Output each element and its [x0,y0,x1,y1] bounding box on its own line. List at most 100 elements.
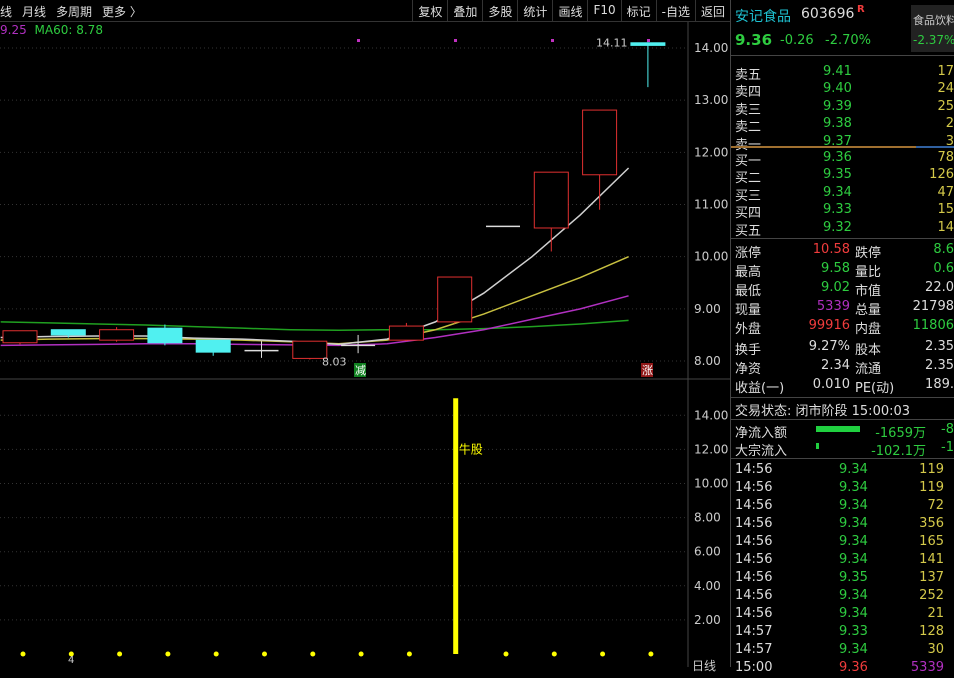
bid-row: 买一 9.36 78 [735,150,954,169]
period-tab[interactable]: 更多 〉 [102,5,142,19]
tick-row-cell: 14:56 [735,462,773,477]
tick-row-cell: 14:56 [735,534,773,549]
stat-row-cell: 市值 [855,284,882,299]
tick-row-cell: 14:56 [735,570,773,585]
price-change: -0.26 [780,33,814,48]
candle-body[interactable] [582,109,618,176]
stat-row: 净资 2.34 流通 2.35 [735,358,954,377]
candle-body[interactable] [388,325,424,341]
stat-row-cell: 外盘 [735,322,762,337]
candle-body[interactable] [437,276,473,323]
stat-row: 现量 5339 总量 21798 [735,299,954,318]
tick-row: 14:56 9.34 119 [735,462,954,480]
toolbar-button[interactable]: F10 [587,0,620,22]
toolbar-button[interactable]: 画线 [552,0,587,22]
stat-row-cell: 股本 [855,343,882,358]
ask-row-cell: 17 [937,64,954,79]
bid-row-cell: 买三 [735,188,762,204]
y-tick-label: 14.00 [694,408,728,422]
signal-bar[interactable] [453,398,459,654]
candle-body[interactable] [147,327,183,344]
y-tick-label: 14.00 [694,41,728,55]
bid-row-cell: 买二 [735,171,762,187]
sector-box[interactable]: 食品饮料 -2.37% [911,5,954,52]
signal-dot [20,651,26,657]
stat-row-cell: 189. [925,377,954,392]
tick-row-cell: 5339 [910,660,944,675]
toolbar-button[interactable]: 叠加 [447,0,482,22]
tick-row-cell: 14:56 [735,552,773,567]
ask-row-cell: 25 [937,98,954,114]
signal-dot [600,651,606,657]
y-tick-label: 10.00 [694,477,728,491]
period-tab[interactable]: 线 [0,5,13,19]
period-tab[interactable]: 月线 [22,5,47,19]
candle-body[interactable] [50,329,86,336]
stat-row-cell: 内盘 [855,322,882,337]
signal-dot [406,651,412,657]
ask-row-cell: 3 [945,133,954,149]
toolbar: 线月线 多周期 更多 〉 复权 叠加 多股 统计 画线 F10 标记 -自选 返回 [0,0,730,22]
toolbar-button[interactable]: 返回 [694,0,730,22]
index-mark: 4 [68,655,75,666]
tick-row-cell: 141 [919,552,944,567]
stat-row-cell: PE(动) [855,381,895,396]
sector-pct: -2.37% [913,33,954,47]
margin-badge: R [857,4,865,15]
stat-row-cell: 2.34 [821,358,850,373]
bid-row-cell: 14 [937,219,954,235]
toolbar-button[interactable]: 多股 [482,0,517,22]
stat-row-cell: 换手 [735,343,762,358]
toolbar-button[interactable]: 复权 [412,0,447,22]
tick-row-cell: 9.34 [839,552,868,567]
tick-row-cell: 14:56 [735,606,773,621]
candle-body[interactable] [533,171,569,229]
y-tick-label: 4.00 [694,579,721,593]
ask-row-cell: 卖二 [735,120,762,136]
y-tick-label: 2.00 [694,613,721,627]
kline-chart[interactable]: 14.00 13.00 12.00 11.00 10.00 9.00 8.00 14.11 8.… [0,22,730,667]
tick-row: 14:56 9.35 137 [735,570,954,588]
candle-body[interactable] [630,42,666,46]
trade-status: 交易状态: 闭市阶段 15:00:03 [735,404,911,419]
ask-row-cell: 9.37 [823,133,852,149]
tick-row-cell: 165 [919,534,944,549]
tick-row-cell: 14:56 [735,516,773,531]
signal-dot [165,651,171,657]
candle-body[interactable] [292,340,328,359]
ask-row-cell: 卖一 [735,134,761,153]
tick-row: 14:56 9.34 119 [735,480,954,498]
signal-dot [648,651,654,657]
toolbar-button[interactable]: 标记 [620,0,656,22]
toolbar-button[interactable]: -自选 [655,0,695,22]
stat-row-cell: 现量 [735,303,762,318]
stat-row-cell: 21798 [912,299,954,314]
ma60-value: MA60: 8.78 [34,23,103,37]
tick-row: 15:00 9.36 5339 [735,660,954,678]
y-tick-label: 12.00 [694,442,728,456]
flow-row-cell: 大宗流入 [735,444,788,459]
y-tick-label: 10.00 [694,250,728,264]
y-tick-label: 12.00 [694,145,728,159]
ask-row-cell: 24 [937,81,954,97]
candle-body[interactable] [99,329,135,341]
y-tick-label: 11.00 [694,198,728,212]
period-tab[interactable]: 多周期 [56,5,93,19]
bid-row-cell: 买五 [735,223,762,239]
stat-row: 换手 9.27% 股本 2.35 [735,339,954,358]
tick-row-cell: 9.35 [839,570,868,585]
tick-row-cell: 14:56 [735,480,773,495]
y-tick-label: 9.00 [694,302,721,316]
price-change-pct: -2.70% [825,33,871,48]
bid-row-cell: 47 [937,184,954,200]
toolbar-button[interactable]: 统计 [517,0,552,22]
tick-row-cell: 72 [927,498,944,513]
signal-dot [647,39,650,42]
candle-body[interactable] [2,330,38,344]
bid-row-cell: 9.33 [823,202,852,218]
candle-body[interactable] [195,339,231,353]
tick-row-cell: 137 [919,570,944,585]
stat-row-cell: 量比 [855,265,882,280]
ma-line-yellow [0,255,629,345]
stat-row-cell: 涨停 [735,246,762,261]
